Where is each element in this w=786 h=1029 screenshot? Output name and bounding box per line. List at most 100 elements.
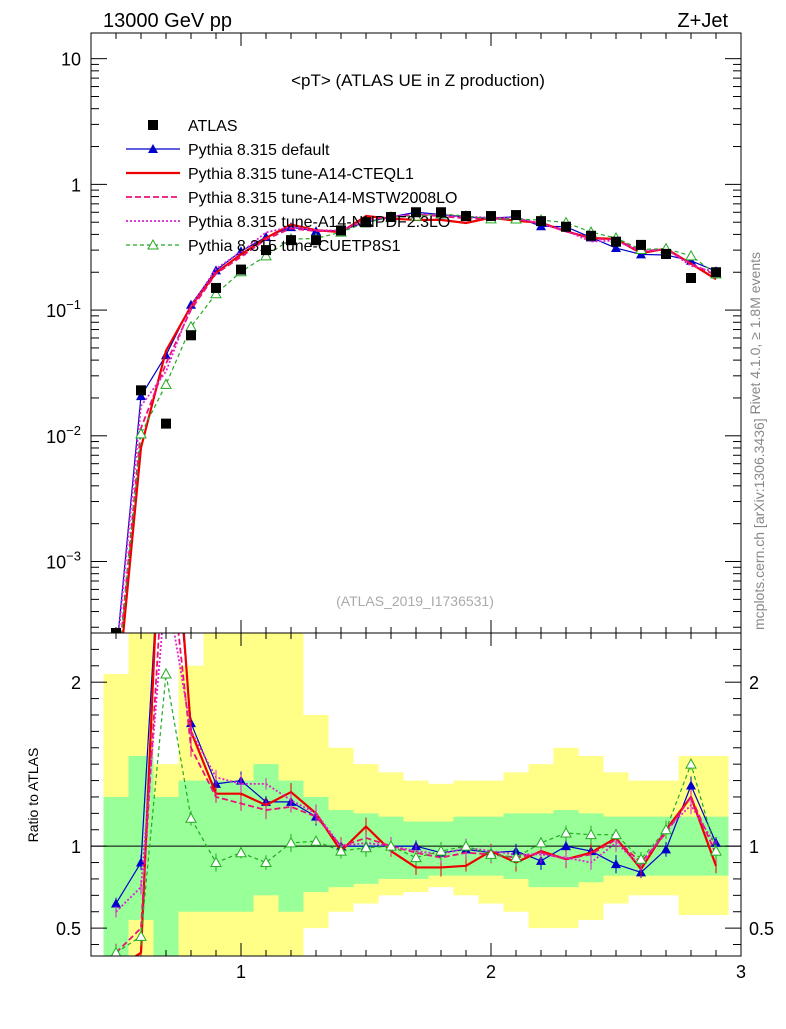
data-marker	[535, 836, 547, 848]
chart-title: <pT> (ATLAS UE in Z production)	[291, 71, 545, 90]
data-marker	[260, 249, 272, 261]
data-marker	[611, 243, 621, 253]
data-marker	[585, 828, 597, 840]
x-tick-label: 3	[736, 962, 746, 982]
data-point-atlas	[611, 236, 621, 247]
y-tick-label: 10−1	[46, 297, 81, 321]
data-point-atlas	[511, 210, 521, 221]
legend: ATLAS Pythia 8.315 default Pythia 8.315 tu…	[126, 118, 457, 255]
legend-label: Pythia 8.315 default	[188, 142, 330, 159]
data-marker	[160, 667, 172, 679]
data-point-atlas	[261, 245, 271, 256]
data-marker	[610, 828, 622, 840]
legend-label: Pythia 8.315 tune-CUETP8S1	[188, 238, 401, 255]
data-marker	[510, 851, 522, 863]
data-marker	[136, 391, 146, 401]
legend-marker-atlas	[148, 120, 158, 130]
data-marker	[135, 427, 147, 439]
data-marker	[685, 249, 697, 261]
data-marker	[135, 930, 147, 941]
energy-label: 13000 GeV pp	[103, 10, 232, 32]
data-point-atlas	[161, 418, 171, 429]
data-point-atlas	[211, 282, 221, 293]
data-point-atlas	[686, 272, 696, 283]
data-marker	[335, 845, 347, 856]
band-green	[153, 796, 179, 956]
data-point-atlas	[436, 207, 446, 218]
data-point-atlas	[361, 217, 371, 228]
x-tick-label: 1	[236, 962, 246, 982]
data-marker	[561, 841, 571, 851]
x-tick-label: 2	[486, 962, 496, 982]
data-point-atlas	[661, 248, 671, 259]
data-marker	[385, 840, 397, 851]
ratio-tick-label-right: 1	[749, 837, 759, 857]
process-label: Z+Jet	[677, 10, 728, 32]
ratio-tick-label-left: 0.5	[56, 919, 81, 939]
ratio-ylabel: Ratio to ATLAS	[25, 748, 41, 843]
data-marker	[685, 758, 697, 769]
data-point-atlas	[186, 330, 196, 341]
data-marker	[210, 856, 222, 868]
ratio-panel-series	[91, 431, 741, 956]
data-point-atlas	[486, 211, 496, 222]
data-marker	[560, 827, 572, 838]
data-marker	[410, 851, 422, 863]
axis-ticks: 1 2 3 10 1 10−1 10−2 10−3 0.5 0.5 1 1 2 2	[46, 33, 774, 982]
data-marker	[686, 780, 696, 790]
uncertainty-bands	[103, 633, 729, 956]
analysis-watermark: (ATLAS_2019_I1736531)	[336, 593, 494, 609]
legend-label: Pythia 8.315 tune-A14-MSTW2008LO	[188, 190, 457, 207]
data-point-atlas	[461, 211, 471, 222]
series-line-main	[117, 211, 717, 633]
data-marker	[148, 144, 158, 153]
data-point-atlas	[411, 207, 421, 218]
ratio-tick-label-right: 0.5	[749, 919, 774, 939]
data-marker	[635, 853, 647, 864]
data-point-atlas	[536, 216, 546, 227]
data-marker	[435, 845, 447, 856]
data-marker	[161, 431, 171, 440]
data-marker	[235, 846, 247, 858]
data-marker	[360, 841, 372, 853]
data-point-atlas	[311, 235, 321, 246]
data-marker	[460, 840, 472, 851]
data-marker	[111, 652, 121, 661]
main-panel-series	[111, 207, 722, 661]
data-point-atlas	[111, 628, 121, 633]
data-point-atlas	[236, 264, 246, 275]
y-tick-label: 1	[71, 175, 81, 195]
data-marker	[136, 857, 146, 867]
data-point-atlas	[561, 221, 571, 232]
data-marker	[111, 898, 121, 908]
data-marker	[485, 848, 497, 859]
legend-label: ATLAS	[188, 118, 238, 135]
data-marker	[611, 859, 621, 869]
data-marker	[661, 844, 671, 854]
data-point-atlas	[136, 385, 146, 396]
band-green	[103, 796, 129, 956]
data-marker	[147, 238, 159, 250]
rivet-label: Rivet 4.1.0, ≥ 1.8M events	[747, 252, 763, 415]
y-tick-label: 10−2	[46, 423, 81, 447]
data-marker	[185, 812, 197, 823]
ratio-tick-label-left: 1	[71, 837, 81, 857]
ratio-tick-label-right: 2	[749, 673, 759, 693]
y-tick-label: 10−3	[46, 549, 81, 573]
data-marker	[110, 946, 122, 956]
data-point-atlas	[286, 235, 296, 246]
data-point-atlas	[711, 267, 721, 278]
data-marker	[660, 823, 672, 835]
legend-label: Pythia 8.315 tune-A14-CTEQL1	[188, 166, 414, 183]
data-marker	[710, 845, 722, 856]
data-marker	[160, 378, 172, 389]
data-point-atlas	[386, 212, 396, 223]
data-marker	[260, 856, 272, 868]
y-tick-label: 10	[61, 50, 81, 70]
data-marker	[210, 287, 222, 299]
ratio-frame	[90, 632, 742, 957]
ratio-tick-label-left: 2	[71, 673, 81, 693]
data-point-atlas	[336, 225, 346, 236]
